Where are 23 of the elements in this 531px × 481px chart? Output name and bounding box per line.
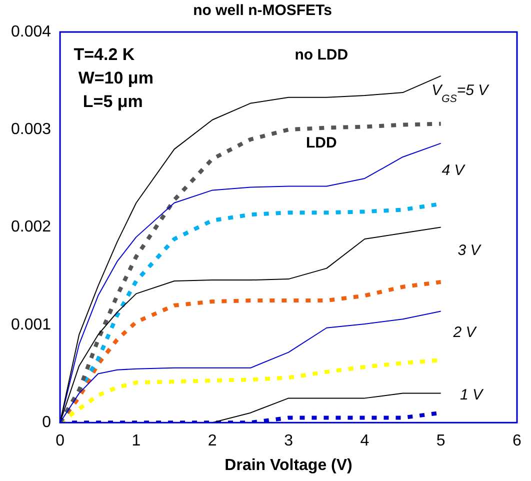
y-tick-label: 0.002 <box>10 218 52 236</box>
y-tick-label: 0 <box>42 414 52 432</box>
x-tick-label: 2 <box>208 432 217 450</box>
annotation: 1 V <box>460 386 485 404</box>
annotation: LDD <box>306 134 337 152</box>
x-tick-label: 0 <box>56 432 65 450</box>
annotation: L=5 μm <box>82 92 143 111</box>
y-tick-label: 0.003 <box>10 121 52 138</box>
y-tick-label: 0.001 <box>10 316 52 334</box>
annotation: 2 V <box>452 324 478 341</box>
x-tick-label: 4 <box>360 432 370 450</box>
annotation: 4 V <box>442 162 466 179</box>
annotation: no LDD <box>294 46 348 64</box>
y-tick-label: 0.004 <box>10 23 52 40</box>
x-axis-title: Drain Voltage (V) <box>224 456 352 474</box>
annotation: W=10 μm <box>78 68 154 88</box>
x-tick-label: 1 <box>132 432 141 450</box>
x-tick-label: 6 <box>512 432 522 450</box>
annotation: 3 V <box>458 242 482 259</box>
x-tick-label: 3 <box>284 432 294 450</box>
x-tick-label: 5 <box>436 432 446 450</box>
chart-title: no well n-MOSFETs <box>193 2 332 20</box>
annotation: T=4.2 K <box>74 45 136 64</box>
